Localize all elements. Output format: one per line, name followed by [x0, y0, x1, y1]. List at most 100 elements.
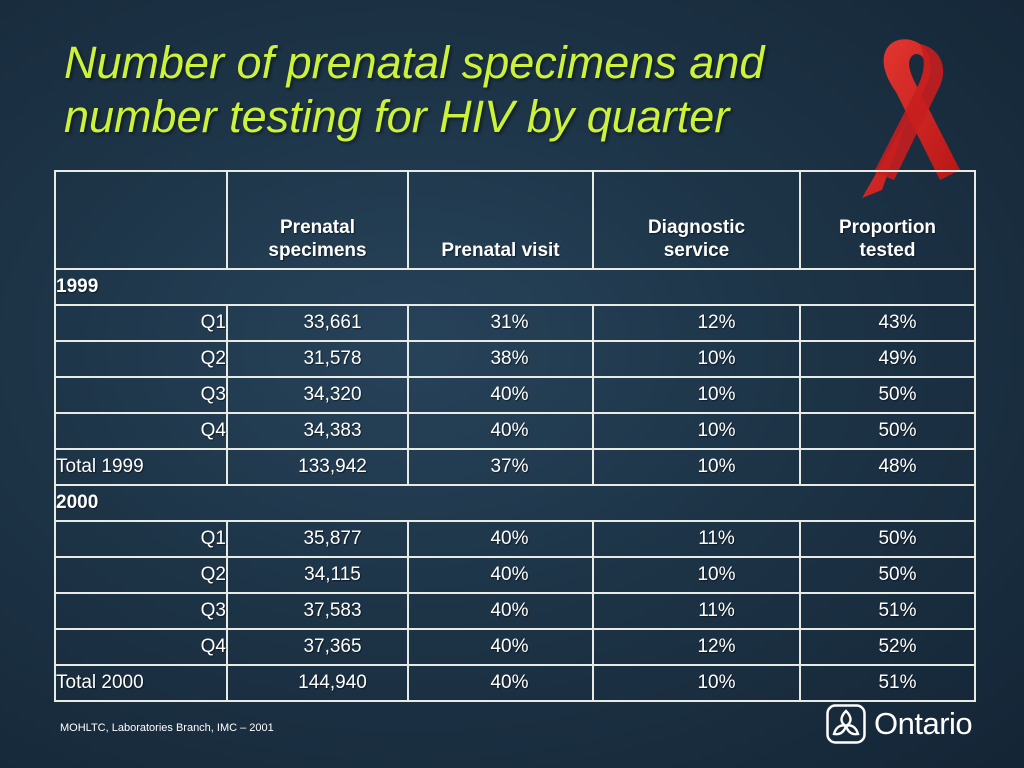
cell-prenatal-visit: 40% [407, 664, 594, 702]
cell-proportion-tested: 50% [799, 520, 976, 558]
year-row: 1999 [54, 268, 976, 306]
cell-prenatal-visit-value: 40% [490, 420, 529, 441]
ontario-wordmark: Ontario [874, 706, 973, 741]
table-row: Q4 37,365 40% 12% 52% [54, 628, 976, 666]
cell-proportion-tested: 43% [799, 304, 976, 342]
total-label: Total 2000 [54, 664, 228, 702]
cell-prenatal-visit-value: 38% [490, 348, 529, 369]
total-row: Total 2000 144,940 40% 10% 51% [54, 664, 976, 702]
table-header-row: Prenatal specimens Prenatal visit Diagno… [54, 170, 976, 270]
cell-prenatal-specimens: 37,583 [226, 592, 409, 630]
cell-prenatal-specimens-value: 34,383 [303, 420, 362, 441]
cell-prenatal-specimens: 35,877 [226, 520, 409, 558]
cell-diagnostic-service-value: 11% [698, 528, 735, 549]
quarter-label: Q4 [54, 628, 228, 666]
cell-diagnostic-service-value: 11% [698, 600, 735, 621]
table-row: Q3 37,583 40% 11% 51% [54, 592, 976, 630]
cell-diagnostic-service: 10% [592, 664, 801, 702]
cell-prenatal-specimens: 34,320 [226, 376, 409, 414]
quarter-label: Q2 [54, 340, 228, 378]
cell-diagnostic-service-value: 10% [697, 672, 736, 693]
cell-prenatal-specimens-value: 144,940 [298, 672, 367, 693]
header-prenatal-specimens: Prenatal specimens [226, 170, 409, 270]
table-row: Q4 34,383 40% 10% 50% [54, 412, 976, 450]
year-label: 2000 [54, 484, 976, 522]
header-prenatal-visit: Prenatal visit [407, 170, 594, 270]
title-line-1: Number of prenatal specimens and [64, 37, 765, 88]
red-ribbon-icon [862, 39, 960, 199]
quarter-label: Q1 [54, 520, 228, 558]
cell-diagnostic-service: 11% [592, 520, 801, 558]
cell-diagnostic-service: 10% [592, 412, 801, 450]
cell-proportion-tested: 52% [799, 628, 976, 666]
source-footnote: MOHLTC, Laboratories Branch, IMC – 2001 [60, 722, 274, 734]
cell-prenatal-visit-value: 40% [490, 564, 529, 585]
cell-prenatal-visit: 40% [407, 628, 594, 666]
cell-prenatal-visit-value: 37% [490, 456, 529, 477]
cell-prenatal-specimens-value: 34,115 [304, 564, 361, 585]
cell-diagnostic-service-value: 12% [697, 636, 736, 657]
cell-prenatal-specimens: 133,942 [226, 448, 409, 486]
table-row: Q1 35,877 40% 11% 50% [54, 520, 976, 558]
table-row: Q1 33,661 31% 12% 43% [54, 304, 976, 342]
cell-prenatal-visit: 40% [407, 520, 594, 558]
cell-prenatal-specimens: 31,578 [226, 340, 409, 378]
trillium-icon [826, 704, 866, 744]
cell-prenatal-visit-value: 40% [490, 672, 529, 693]
cell-diagnostic-service-value: 10% [697, 384, 736, 405]
cell-diagnostic-service: 10% [592, 376, 801, 414]
total-row: Total 1999 133,942 37% 10% 48% [54, 448, 976, 486]
cell-proportion-tested-value: 50% [878, 564, 917, 585]
quarter-label: Q2 [54, 556, 228, 594]
cell-prenatal-specimens-value: 37,583 [303, 600, 362, 621]
cell-prenatal-specimens: 144,940 [226, 664, 409, 702]
quarter-label: Q3 [54, 376, 228, 414]
hiv-testing-table: Prenatal specimens Prenatal visit Diagno… [54, 170, 976, 702]
ontario-logo: Ontario [826, 704, 976, 744]
quarter-label: Q4 [54, 412, 228, 450]
cell-prenatal-visit-value: 40% [490, 636, 529, 657]
header-empty-cell [54, 170, 228, 270]
cell-prenatal-visit: 40% [407, 412, 594, 450]
cell-proportion-tested: 50% [799, 412, 976, 450]
cell-diagnostic-service: 10% [592, 448, 801, 486]
cell-proportion-tested-value: 52% [878, 636, 917, 657]
cell-proportion-tested-value: 49% [878, 348, 917, 369]
cell-proportion-tested: 51% [799, 664, 976, 702]
cell-diagnostic-service: 12% [592, 304, 801, 342]
quarter-label: Q1 [54, 304, 228, 342]
cell-diagnostic-service-value: 10% [697, 348, 736, 369]
cell-diagnostic-service-value: 10% [697, 564, 736, 585]
cell-proportion-tested: 48% [799, 448, 976, 486]
cell-proportion-tested: 49% [799, 340, 976, 378]
cell-prenatal-specimens-value: 35,877 [303, 528, 362, 549]
total-label: Total 1999 [54, 448, 228, 486]
slide-title: Number of prenatal specimens and number … [64, 36, 884, 144]
cell-prenatal-specimens: 34,115 [226, 556, 409, 594]
cell-prenatal-specimens-value: 37,365 [303, 636, 362, 657]
cell-prenatal-visit-value: 40% [490, 528, 529, 549]
quarter-label: Q3 [54, 592, 228, 630]
cell-diagnostic-service-value: 12% [697, 312, 736, 333]
cell-prenatal-specimens-value: 33,661 [303, 312, 362, 333]
cell-prenatal-specimens: 33,661 [226, 304, 409, 342]
header-diagnostic-service: Diagnostic service [592, 170, 801, 270]
cell-prenatal-specimens: 34,383 [226, 412, 409, 450]
cell-diagnostic-service: 10% [592, 340, 801, 378]
cell-prenatal-visit: 40% [407, 592, 594, 630]
cell-proportion-tested-value: 50% [878, 528, 917, 549]
cell-diagnostic-service: 10% [592, 556, 801, 594]
table-row: Q2 34,115 40% 10% 50% [54, 556, 976, 594]
table-row: Q3 34,320 40% 10% 50% [54, 376, 976, 414]
cell-proportion-tested-value: 50% [878, 420, 917, 441]
cell-proportion-tested-value: 43% [878, 312, 917, 333]
cell-prenatal-visit: 38% [407, 340, 594, 378]
cell-diagnostic-service-value: 10% [697, 420, 736, 441]
cell-proportion-tested-value: 51% [878, 600, 917, 621]
cell-proportion-tested: 50% [799, 376, 976, 414]
table-body: 1999 Q1 33,661 31% 12% 43% Q2 31,578 38% 10% 49% Q3… [54, 268, 976, 702]
cell-proportion-tested-value: 51% [878, 672, 917, 693]
cell-prenatal-visit-value: 40% [490, 384, 529, 405]
cell-diagnostic-service: 11% [592, 592, 801, 630]
cell-prenatal-visit: 40% [407, 556, 594, 594]
